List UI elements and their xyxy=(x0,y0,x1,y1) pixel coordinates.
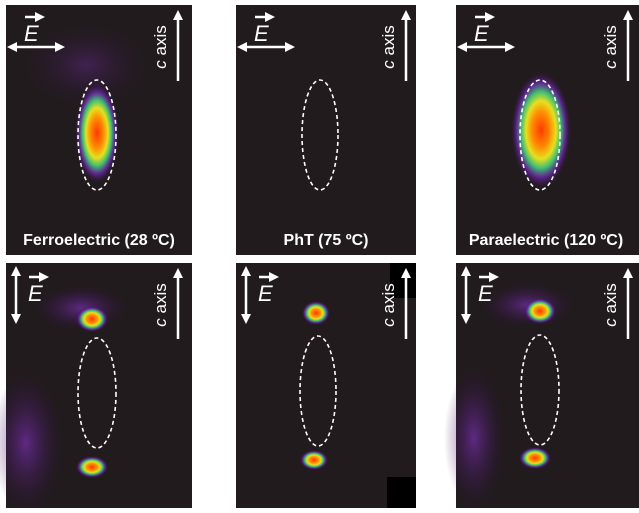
panel: E c axis xyxy=(0,263,192,508)
panel: E c axis PhT (75 ºC) xyxy=(236,5,416,255)
panel: E c axis xyxy=(236,263,416,508)
field-label: E xyxy=(474,21,489,46)
caption: Paraelectric (120 ºC) xyxy=(469,232,623,249)
axis-label: c axis xyxy=(601,283,620,326)
caption: PhT (75 ºC) xyxy=(284,232,369,249)
axis-label: c axis xyxy=(379,283,398,326)
caption: Ferroelectric (28 ºC) xyxy=(23,232,175,249)
axis-label: c axis xyxy=(601,25,620,68)
axis-label: c axis xyxy=(151,283,170,326)
panel: E c axis xyxy=(444,263,639,508)
field-label: E xyxy=(258,281,273,306)
field-label: E xyxy=(28,281,43,306)
panel: E c axis Paraelectric (120 ºC) xyxy=(456,5,639,255)
field-label: E xyxy=(254,21,269,46)
axis-label: c axis xyxy=(379,25,398,68)
field-label: E xyxy=(478,281,493,306)
panel: E c axis Ferroelectric (28 ºC) xyxy=(6,5,192,255)
field-label: E xyxy=(24,21,39,46)
figure: E c axis Ferroelectric (28 ºC) E c axis … xyxy=(0,0,639,508)
axis-label: c axis xyxy=(151,25,170,68)
